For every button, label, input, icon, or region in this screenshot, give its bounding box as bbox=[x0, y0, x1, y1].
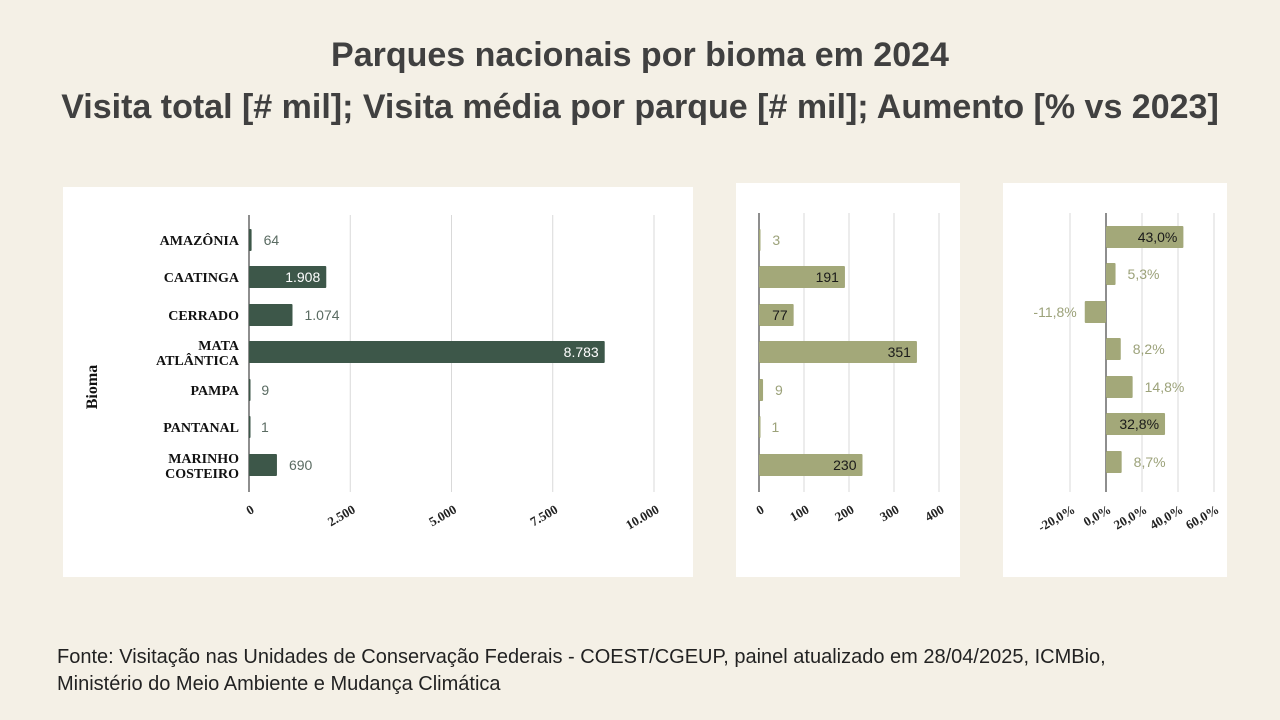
category-label-5: PANTANAL bbox=[163, 421, 239, 436]
chart-subtitle: Visita total [# mil]; Visita média por p… bbox=[61, 88, 1219, 126]
tick-label-1: 100 bbox=[787, 502, 811, 525]
average-visits-chart: 0 100 200 300 400 3 191 77 351 9 1 230 bbox=[753, 213, 947, 525]
data-label-1: 191 bbox=[816, 269, 840, 285]
data-label-6: 8,7% bbox=[1134, 454, 1166, 470]
bar-5 bbox=[759, 416, 761, 438]
increase-chart: -20,0% 0,0%20,0%40,0%60,0% 43,0% 5,3% -11,8%… bbox=[1033, 213, 1222, 535]
source-line-2: Ministério do Meio Ambiente e Mudança Cl… bbox=[57, 673, 501, 695]
source-note: Fonte: Visitação nas Unidades de Conserv… bbox=[57, 644, 1257, 698]
data-label-2: -11,8% bbox=[1033, 304, 1076, 320]
category-label-0: AMAZÔNIA bbox=[160, 232, 240, 249]
bar-6 bbox=[759, 454, 863, 476]
bar-0 bbox=[1106, 226, 1184, 248]
bar-1 bbox=[249, 266, 327, 288]
tick-label-0: 0 bbox=[753, 502, 766, 518]
category-label-4: PAMPA bbox=[191, 384, 240, 399]
tick-label-0: -20,0% bbox=[1035, 502, 1077, 535]
tick-label-2: 5.000 bbox=[426, 502, 459, 530]
bar-0 bbox=[759, 229, 761, 251]
data-label-0: 64 bbox=[264, 232, 280, 248]
data-label-1: 1.908 bbox=[285, 269, 320, 285]
tick-label-4: 60,0% bbox=[1183, 502, 1221, 533]
y-axis-label: Bioma bbox=[84, 365, 101, 409]
tick-label-3: 300 bbox=[877, 502, 901, 525]
bar-2 bbox=[759, 304, 794, 326]
bar-5 bbox=[249, 416, 251, 438]
tick-label-3: 7.500 bbox=[527, 502, 560, 530]
bar-4 bbox=[759, 379, 764, 401]
category-label-3-line-2: ATLÂNTICA bbox=[156, 352, 240, 369]
data-label-4: 9 bbox=[261, 382, 269, 398]
tick-label-1: 0,0% bbox=[1081, 502, 1114, 530]
data-label-6: 690 bbox=[289, 457, 313, 473]
data-label-3: 351 bbox=[888, 344, 912, 360]
data-label-5: 1 bbox=[261, 419, 269, 435]
data-label-3: 8,2% bbox=[1133, 341, 1165, 357]
data-label-6: 230 bbox=[833, 457, 857, 473]
data-label-2: 77 bbox=[772, 307, 788, 323]
increase-panel: -20,0% 0,0% 20,0% 40,0% 60,0% 43,0% 5,3% -11,8%… bbox=[1003, 183, 1227, 577]
bar-3 bbox=[1106, 338, 1121, 360]
data-label-5: 1 bbox=[771, 419, 779, 435]
data-label-0: 43,0% bbox=[1138, 229, 1178, 245]
tick-label-2: 200 bbox=[832, 502, 856, 525]
category-label-6-line-2: COSTEIRO bbox=[165, 467, 239, 482]
bar-6 bbox=[249, 454, 277, 476]
data-label-4: 14,8% bbox=[1145, 379, 1185, 395]
data-label-3: 8.783 bbox=[564, 344, 599, 360]
bar-2 bbox=[1084, 301, 1106, 323]
tick-label-0: 0 bbox=[243, 502, 256, 518]
tick-label-3: 40,0% bbox=[1147, 502, 1185, 533]
tick-label-4: 400 bbox=[922, 502, 946, 525]
bar-3 bbox=[249, 341, 605, 363]
tick-label-4: 10.000 bbox=[623, 502, 661, 533]
category-label-1: CAATINGA bbox=[164, 271, 240, 286]
category-label-6-line-1: MARINHO bbox=[168, 452, 239, 467]
data-label-0: 3 bbox=[772, 232, 780, 248]
chart-title: Parques nacionais por bioma em 2024 bbox=[331, 36, 949, 74]
bar-1 bbox=[1106, 263, 1116, 285]
data-label-4: 9 bbox=[775, 382, 783, 398]
tick-label-1: 2.500 bbox=[325, 502, 358, 530]
data-label-5: 32,8% bbox=[1119, 416, 1159, 432]
bar-0 bbox=[249, 229, 252, 251]
average-visits-panel: 0 100 200 300 400 3 191 77 351 9 1 230 bbox=[736, 183, 960, 577]
source-line-1: Fonte: Visitação nas Unidades de Conserv… bbox=[57, 646, 1106, 668]
bar-4 bbox=[1106, 376, 1133, 398]
data-label-2: 1.074 bbox=[304, 307, 339, 323]
category-label-2: CERRADO bbox=[168, 309, 239, 324]
bar-5 bbox=[1106, 413, 1166, 435]
total-visits-panel: 0 2.500 5.000 7.500 10.000 64 1.908 1.074 8.783 9… bbox=[63, 187, 693, 577]
tick-label-2: 20,0% bbox=[1111, 502, 1149, 533]
bar-2 bbox=[249, 304, 293, 326]
bar-6 bbox=[1106, 451, 1122, 473]
bar-3 bbox=[759, 341, 917, 363]
category-label-3-line-1: MATA bbox=[198, 339, 240, 354]
bar-4 bbox=[249, 379, 251, 401]
total-visits-chart: 0 2.500 5.000 7.500 10.000 64 1.908 1.074 8.783 9… bbox=[84, 215, 662, 533]
data-label-1: 5,3% bbox=[1128, 266, 1160, 282]
bar-1 bbox=[759, 266, 845, 288]
